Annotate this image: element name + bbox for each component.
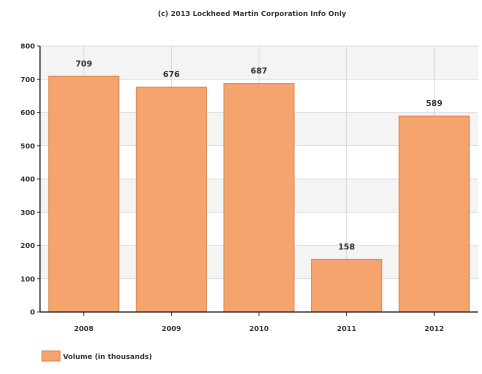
chart-title: (c) 2013 Lockheed Martin Corporation Inf… xyxy=(158,10,347,18)
y-tick-labels: 0 100 200 300 400 500 600 700 800 xyxy=(20,43,35,317)
legend-swatch xyxy=(41,350,61,362)
y-tick-label: 700 xyxy=(20,76,35,84)
bar-2009 xyxy=(135,86,207,313)
x-tick-label: 2009 xyxy=(162,325,182,333)
y-tick-label: 800 xyxy=(20,43,35,51)
bars xyxy=(48,75,470,313)
bar-2012 xyxy=(398,115,470,313)
data-labels: 709 676 687 158 589 xyxy=(75,59,443,251)
data-label: 709 xyxy=(75,59,92,68)
x-tick-label: 2011 xyxy=(337,325,357,333)
x-tick-label: 2008 xyxy=(74,325,94,333)
data-label: 158 xyxy=(338,242,355,251)
data-label: 687 xyxy=(251,67,268,76)
bar-2008 xyxy=(48,75,120,313)
y-tick-label: 500 xyxy=(20,142,35,150)
y-tick-label: 300 xyxy=(20,209,35,217)
y-tick-label: 400 xyxy=(20,176,35,184)
data-label: 676 xyxy=(163,70,180,79)
legend: Volume (in thousands) xyxy=(41,350,152,362)
data-label: 589 xyxy=(426,99,443,108)
x-tick-labels: 2008 2009 2010 2011 2012 xyxy=(74,325,444,333)
axes xyxy=(37,45,478,316)
y-tick-label: 600 xyxy=(20,109,35,117)
bar-2011 xyxy=(311,258,383,313)
x-tick-label: 2010 xyxy=(249,325,269,333)
y-tick-label: 0 xyxy=(30,309,35,317)
legend-label: Volume (in thousands) xyxy=(63,353,152,361)
bar-2010 xyxy=(223,83,295,313)
y-tick-label: 200 xyxy=(20,242,35,250)
x-tick-label: 2012 xyxy=(424,325,444,333)
y-tick-label: 100 xyxy=(20,275,35,283)
